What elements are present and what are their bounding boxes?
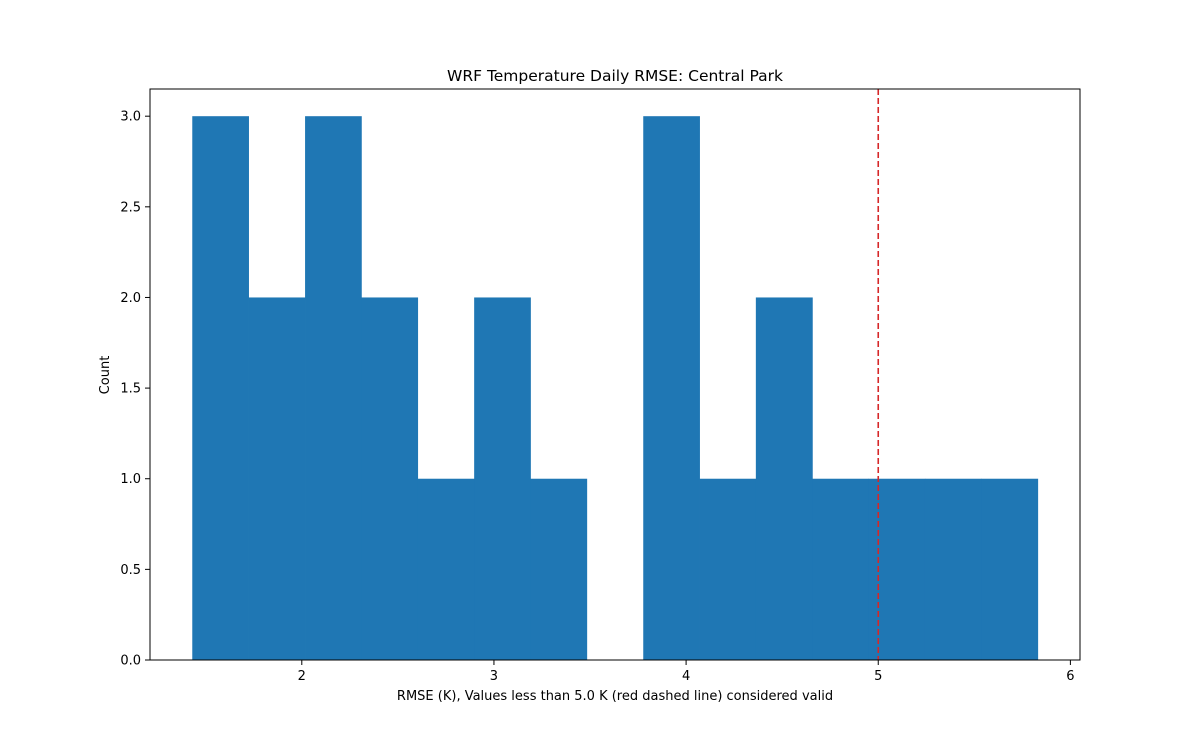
x-tick-label: 3 [490, 669, 498, 684]
x-tick-label: 2 [298, 669, 306, 684]
x-axis-ticks: 2 3 4 5 6 [298, 660, 1075, 684]
y-tick-label: 2.0 [120, 291, 141, 306]
histogram-bar [361, 297, 419, 660]
x-axis-label: RMSE (K), Values less than 5.0 K (red da… [397, 689, 833, 704]
y-tick-label: 0.0 [120, 654, 141, 669]
histogram-bar [924, 478, 982, 660]
x-tick-label: 4 [682, 669, 690, 684]
plot-frame [149, 88, 1081, 661]
histogram-bar [755, 297, 813, 660]
bars-group [192, 116, 1039, 660]
histogram-bar [699, 478, 757, 660]
histogram-bar [868, 478, 926, 660]
y-tick-label: 0.5 [120, 563, 141, 578]
y-axis-label: Count [98, 356, 113, 395]
histogram-bar [417, 478, 475, 660]
histogram-bar [981, 478, 1039, 660]
x-tick-label: 5 [874, 669, 882, 684]
y-tick-label: 2.5 [120, 200, 141, 215]
y-tick-label: 1.5 [120, 382, 141, 397]
histogram-bar [474, 297, 531, 660]
histogram-bar [248, 297, 306, 660]
histogram-bar [305, 116, 362, 660]
y-tick-label: 1.0 [120, 472, 141, 487]
histogram-bar [643, 116, 700, 660]
histogram-bar [530, 478, 588, 660]
x-tick-label: 6 [1066, 669, 1074, 684]
histogram-bar [192, 116, 249, 660]
y-axis-ticks: 0.0 0.5 1.0 1.5 2.0 2.5 3.0 [120, 110, 150, 669]
y-tick-label: 3.0 [120, 110, 141, 125]
chart-title: WRF Temperature Daily RMSE: Central Park [447, 67, 783, 85]
histogram-bar [812, 478, 870, 660]
